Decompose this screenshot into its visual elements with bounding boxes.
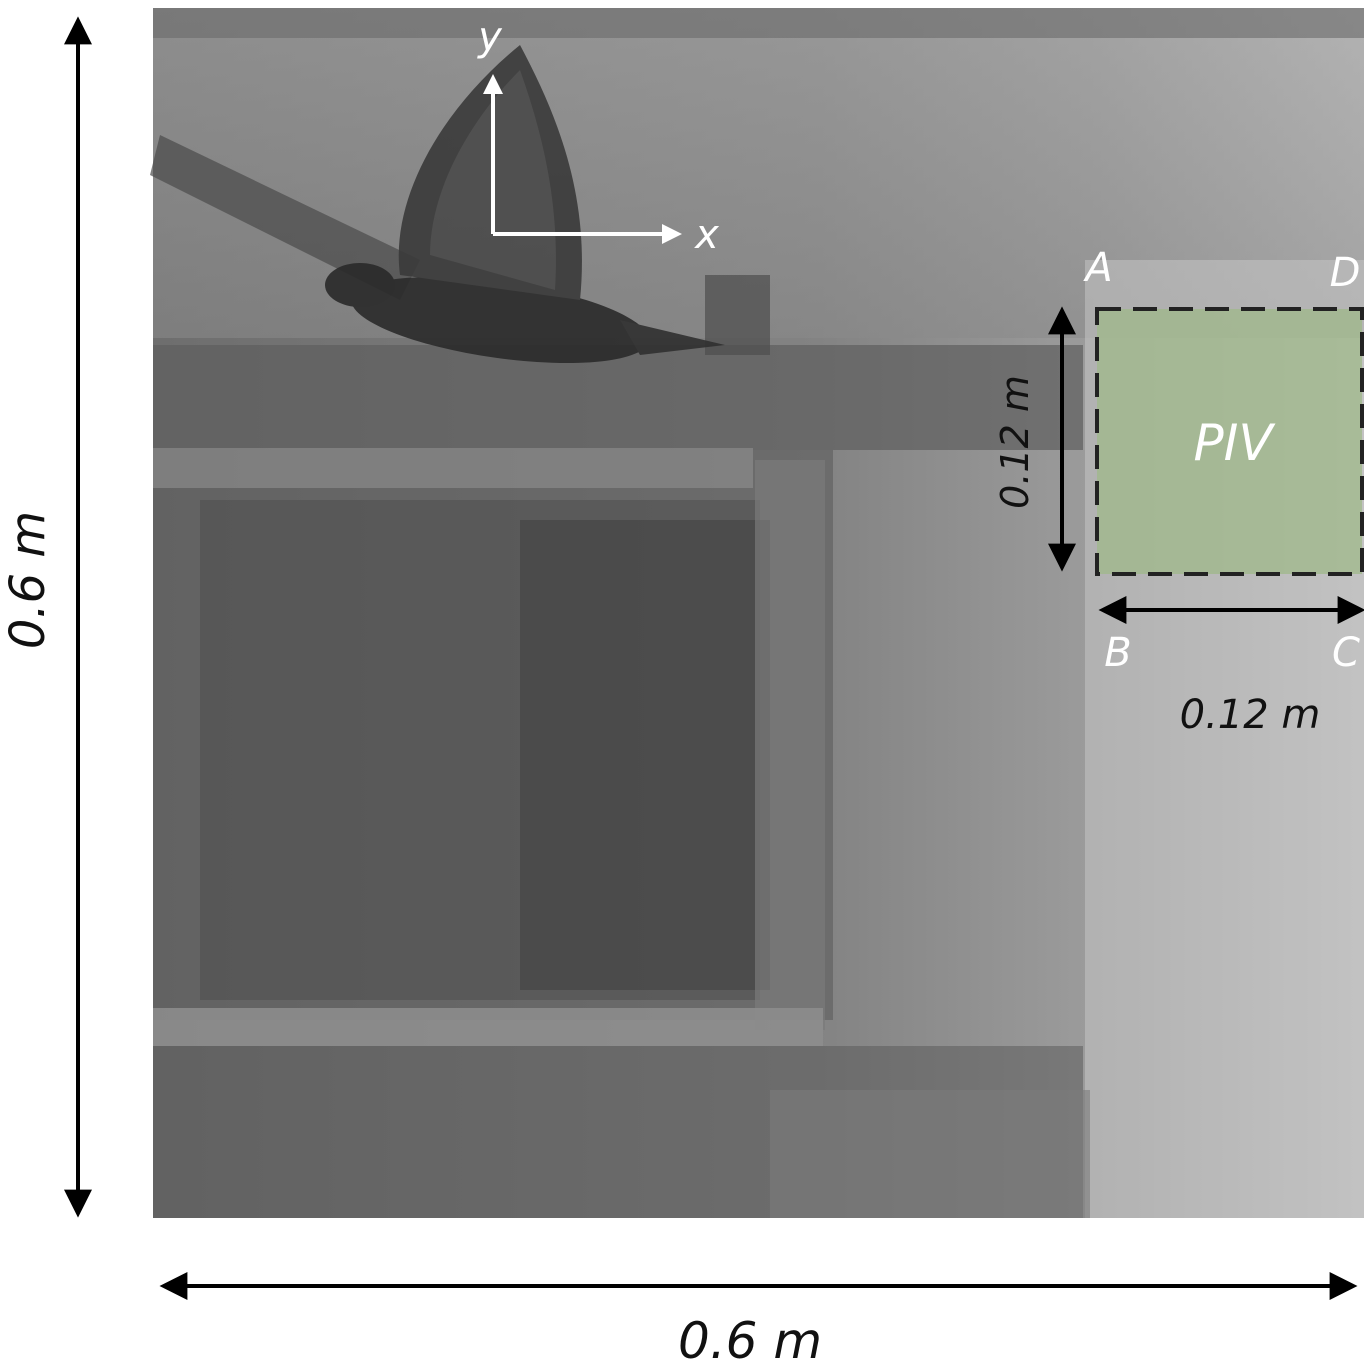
piv-width-label: 0.12 m [1180, 692, 1321, 738]
y-axis-label: y [477, 14, 503, 60]
photo [150, 8, 1364, 1218]
piv-region: PIV A D B C 0.12 m 0.12 m [993, 245, 1364, 738]
overall-dimensions: 0.6 m 0.6 m [0, 16, 1358, 1365]
coordinate-axes: y x [477, 14, 719, 258]
height-label: 0.6 m [0, 511, 56, 649]
piv-label: PIV [1193, 414, 1276, 472]
corner-d-label: D [1330, 250, 1361, 296]
width-label: 0.6 m [678, 1312, 822, 1365]
piv-height-label: 0.12 m [993, 375, 1037, 509]
corner-a-label: A [1082, 245, 1112, 291]
corner-c-label: C [1332, 630, 1360, 676]
x-axis-label: x [693, 212, 719, 258]
corner-b-label: B [1104, 630, 1131, 676]
piv-box [1095, 307, 1364, 576]
